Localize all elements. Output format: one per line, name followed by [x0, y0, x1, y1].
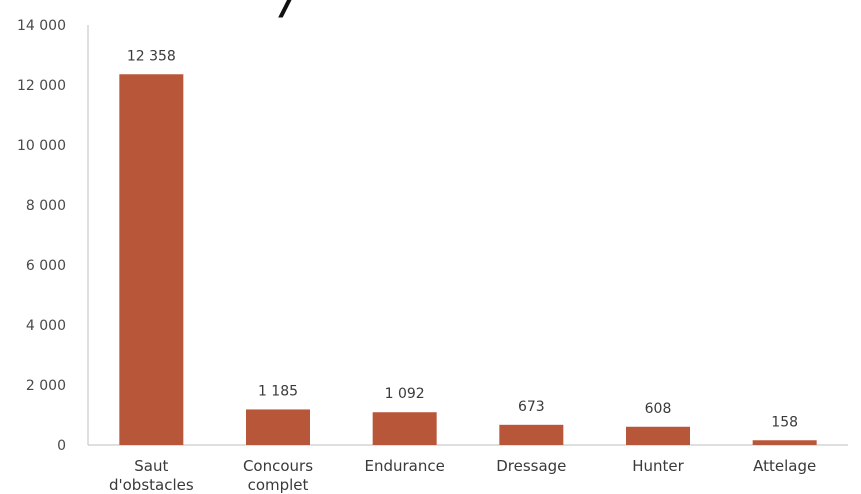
y-tick-label: 0	[57, 438, 66, 454]
category-label: Attelage	[753, 457, 816, 475]
data-label: 673	[518, 399, 545, 415]
category-label: Concours complet	[243, 457, 313, 494]
bar	[752, 440, 817, 445]
data-label-group: 12 358 1 185 1 092 673 608 158	[127, 48, 798, 430]
title-fragment: /	[278, 0, 300, 24]
data-label: 608	[645, 401, 672, 417]
bar	[372, 412, 437, 445]
bar	[626, 426, 690, 445]
data-label: 1 092	[385, 386, 425, 402]
bar-group	[119, 74, 817, 445]
category-label: Saut d'obstacles	[109, 457, 194, 494]
category-label-group: Saut d'obstacles Concours complet Endurance D…	[109, 457, 816, 494]
bar	[119, 74, 184, 445]
data-label: 12 358	[127, 48, 176, 64]
y-tick-label: 14 000	[17, 18, 66, 34]
bar	[246, 409, 310, 445]
y-tick-label: 2 000	[26, 378, 66, 394]
category-label: Endurance	[364, 457, 444, 475]
bar	[499, 424, 564, 445]
category-label: Dressage	[496, 457, 566, 475]
y-tick-label: 6 000	[26, 258, 66, 274]
y-tick-label: 10 000	[17, 138, 66, 154]
data-label: 1 185	[258, 383, 298, 399]
y-tick-label: 4 000	[26, 318, 66, 334]
y-tick-label: 8 000	[26, 198, 66, 214]
y-tick-group: 0 2 000 4 000 6 000 8 000 10 000 12 000 14 000	[17, 18, 66, 454]
y-tick-label: 12 000	[17, 78, 66, 94]
data-label: 158	[771, 414, 798, 430]
category-label: Hunter	[632, 457, 684, 475]
